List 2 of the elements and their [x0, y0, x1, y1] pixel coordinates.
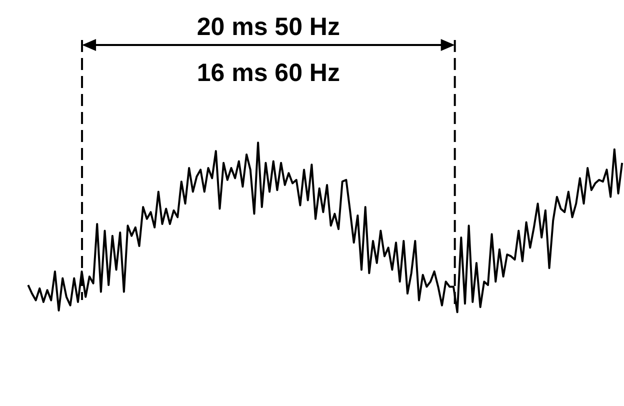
- text: 16 ms 60 Hz: [196, 59, 340, 87]
- text: 20 ms 50 Hz: [196, 13, 340, 41]
